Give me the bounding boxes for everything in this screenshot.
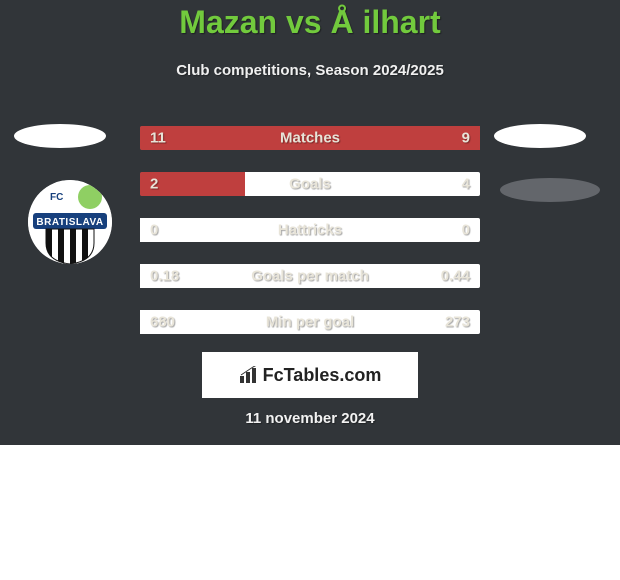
bars-icon xyxy=(239,366,261,384)
stat-label: Min per goal xyxy=(140,314,480,331)
stat-value-right: 0 xyxy=(462,222,470,239)
stat-value-right: 4 xyxy=(462,176,470,193)
club-right-ellipse xyxy=(500,178,600,202)
page-title: Mazan vs Å ilhart xyxy=(0,4,620,41)
stat-row-goals: 2 Goals 4 xyxy=(140,172,480,196)
player-right-ellipse xyxy=(494,124,586,148)
watermark-label: FcTables.com xyxy=(263,365,382,386)
club-logo-left: FC BRATISLAVA xyxy=(28,180,112,264)
club-crest-icon: FC BRATISLAVA xyxy=(28,180,112,264)
stat-label: Hattricks xyxy=(140,222,480,239)
stat-row-mpg: 680 Min per goal 273 xyxy=(140,310,480,334)
stats-container: 11 Matches 9 2 Goals 4 0 Hattricks 0 0.1… xyxy=(140,126,480,356)
svg-text:BRATISLAVA: BRATISLAVA xyxy=(36,217,103,228)
watermark-text: FcTables.com xyxy=(239,365,382,386)
stat-value-right: 9 xyxy=(462,130,470,147)
watermark: FcTables.com xyxy=(202,352,418,398)
stat-label: Matches xyxy=(140,130,480,147)
stat-row-hattricks: 0 Hattricks 0 xyxy=(140,218,480,242)
stat-row-matches: 11 Matches 9 xyxy=(140,126,480,150)
stat-label: Goals per match xyxy=(140,268,480,285)
stat-value-right: 273 xyxy=(445,314,470,331)
subtitle: Club competitions, Season 2024/2025 xyxy=(0,62,620,79)
svg-text:FC: FC xyxy=(50,192,63,203)
date-text: 11 november 2024 xyxy=(0,410,620,427)
stat-row-gpm: 0.18 Goals per match 0.44 xyxy=(140,264,480,288)
player-left-ellipse xyxy=(14,124,106,148)
stat-value-right: 0.44 xyxy=(441,268,470,285)
stat-label: Goals xyxy=(140,176,480,193)
